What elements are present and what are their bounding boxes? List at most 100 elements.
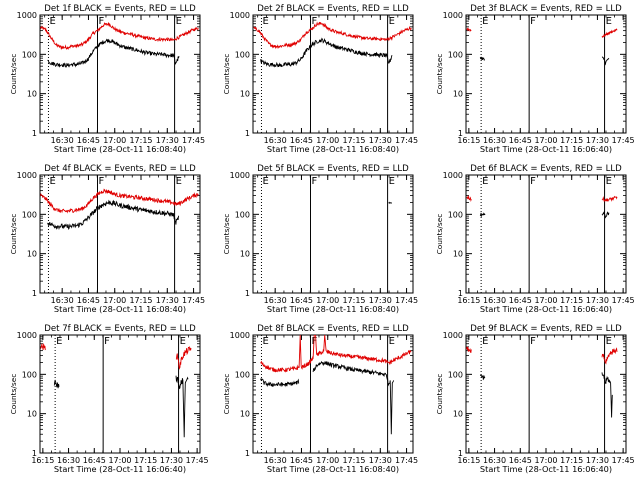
- marker-label: E: [176, 16, 182, 27]
- panel-title: Det 6f BLACK = Events, RED = LLD: [470, 164, 622, 174]
- y-tick-label: 100: [448, 210, 463, 219]
- panel-7: Det 7f BLACK = Events, RED = LLD 1 10 100 10…: [9, 324, 209, 474]
- x-tick-label: 16:45: [77, 136, 100, 145]
- x-tick-label: 17:45: [612, 296, 635, 305]
- y-tick-label: 1: [32, 449, 37, 458]
- y-tick-label: 1000: [17, 171, 37, 180]
- marker-label: E: [606, 16, 612, 27]
- marker-label: F: [530, 336, 536, 347]
- plot-frame: [465, 334, 627, 454]
- x-tick-label: 16:45: [509, 456, 532, 465]
- marker-label: E: [482, 336, 488, 347]
- marker-label: E: [262, 176, 268, 187]
- y-tick-label: 1: [458, 449, 463, 458]
- marker-label: F: [312, 176, 318, 187]
- x-tick-label: 16:30: [264, 456, 287, 465]
- x-tick-label: 16:30: [483, 136, 506, 145]
- plot-frame: [252, 174, 414, 294]
- x-tick-label: 17:45: [395, 136, 418, 145]
- x-tick-label: 17:15: [134, 456, 157, 465]
- y-axis-label: Counts/sec: [435, 374, 444, 415]
- x-tick-label: 17:30: [369, 136, 392, 145]
- plot-frame: [252, 334, 414, 454]
- marker-label: F: [104, 336, 110, 347]
- y-tick-label: 1: [458, 289, 463, 298]
- x-tick-label: 17:45: [612, 136, 635, 145]
- x-tick-label: 17:00: [316, 456, 339, 465]
- panel-title: Det 1f BLACK = Events, RED = LLD: [44, 4, 196, 14]
- panel-6: Det 6f BLACK = Events, RED = LLD 1 10 100 10…: [435, 164, 635, 314]
- y-axis-label: Counts/sec: [435, 214, 444, 255]
- series-events-line: [53, 375, 189, 438]
- x-tick-label: 16:15: [457, 296, 480, 305]
- y-tick-label: 100: [235, 370, 250, 379]
- plot-frame: [465, 174, 627, 294]
- marker-label: E: [176, 176, 182, 187]
- y-tick-label: 100: [448, 370, 463, 379]
- x-tick-label: 17:15: [342, 456, 365, 465]
- x-axis-label: Start Time (28-Oct-11 16:06:40): [54, 464, 186, 474]
- y-tick-label: 10: [240, 410, 250, 419]
- panel-8: Det 8f BLACK = Events, RED = LLD 1 10 100 10…: [222, 324, 418, 474]
- y-tick-label: 1000: [17, 331, 37, 340]
- series-events-line: [479, 372, 613, 418]
- marker-label: E: [389, 176, 395, 187]
- series-lld-line: [41, 344, 199, 369]
- x-tick-label: 16:45: [83, 456, 106, 465]
- series-events-line: [388, 201, 392, 204]
- y-tick-label: 10: [240, 90, 250, 99]
- x-tick-label: 17:45: [186, 456, 209, 465]
- panel-title: Det 5f BLACK = Events, RED = LLD: [257, 164, 409, 174]
- series-events-line: [47, 199, 180, 230]
- panel-5: Det 5f BLACK = Events, RED = LLD 1 10 100 10…: [222, 164, 418, 314]
- panel-title: Det 3f BLACK = Events, RED = LLD: [470, 4, 622, 14]
- y-tick-label: 1000: [230, 11, 250, 20]
- x-tick-label: 17:45: [395, 296, 418, 305]
- marker-label: F: [99, 16, 105, 27]
- x-tick-label: 17:15: [560, 296, 583, 305]
- x-axis-label: Start Time (28-Oct-11 16:08:40): [267, 304, 399, 314]
- panel-1: Det 1f BLACK = Events, RED = LLD 1 10 100 10…: [9, 4, 205, 154]
- x-tick-label: 17:15: [560, 136, 583, 145]
- marker-label: E: [606, 176, 612, 187]
- x-tick-label: 17:30: [586, 296, 609, 305]
- x-tick-label: 17:30: [369, 456, 392, 465]
- y-axis-label: Counts/sec: [9, 54, 18, 95]
- y-tick-label: 1: [32, 289, 37, 298]
- x-tick-label: 17:00: [534, 296, 557, 305]
- marker-label: E: [482, 16, 488, 27]
- y-axis-label: Counts/sec: [435, 54, 444, 95]
- marker-label: F: [99, 176, 105, 187]
- panel-title: Det 9f BLACK = Events, RED = LLD: [470, 324, 622, 334]
- y-axis-label: Counts/sec: [222, 374, 231, 415]
- y-tick-label: 1000: [443, 171, 463, 180]
- y-tick-label: 10: [453, 90, 463, 99]
- series-lld-line: [467, 28, 625, 37]
- y-tick-label: 10: [453, 250, 463, 259]
- x-tick-label: 16:45: [290, 136, 313, 145]
- x-tick-label: 17:45: [395, 456, 418, 465]
- x-axis-label: Start Time (28-Oct-11 16:06:40): [480, 144, 612, 154]
- x-tick-label: 17:30: [156, 296, 179, 305]
- y-tick-label: 10: [240, 250, 250, 259]
- y-axis-label: Counts/sec: [9, 214, 18, 255]
- marker-label: E: [389, 336, 395, 347]
- y-tick-label: 100: [22, 50, 37, 59]
- series-events-line: [260, 360, 395, 435]
- x-tick-label: 16:15: [31, 456, 54, 465]
- marker-label: E: [49, 16, 55, 27]
- x-tick-label: 17:15: [560, 456, 583, 465]
- series-events-line: [479, 210, 610, 219]
- marker-label: F: [530, 176, 536, 187]
- marker-label: E: [482, 176, 488, 187]
- panel-title: Det 7f BLACK = Events, RED = LLD: [44, 324, 196, 334]
- x-tick-label: 17:00: [534, 136, 557, 145]
- x-tick-label: 17:00: [534, 456, 557, 465]
- x-tick-label: 16:30: [51, 136, 74, 145]
- x-tick-label: 16:30: [483, 296, 506, 305]
- x-axis-label: Start Time (28-Oct-11 16:06:40): [480, 464, 612, 474]
- y-tick-label: 1: [458, 129, 463, 138]
- plot-frame: [39, 334, 201, 454]
- panel-title: Det 2f BLACK = Events, RED = LLD: [257, 4, 409, 14]
- y-tick-label: 1000: [230, 171, 250, 180]
